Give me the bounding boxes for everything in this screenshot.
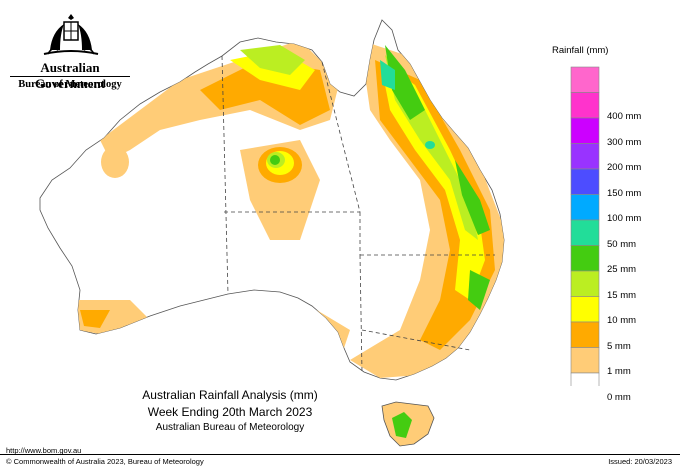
legend-label: 200 mm bbox=[607, 162, 642, 173]
legend-swatch bbox=[570, 347, 600, 374]
legend-swatch bbox=[570, 321, 600, 348]
agency-title: Bureau of Meteorology bbox=[18, 79, 122, 90]
legend-swatch bbox=[570, 194, 600, 221]
legend-label: 150 mm bbox=[607, 187, 642, 199]
map-period: Week Ending 20th March 2023 bbox=[147, 405, 313, 419]
copyright-text: © Commonwealth of Australia 2023, Bureau… bbox=[6, 457, 204, 466]
legend-label: 15 mm bbox=[607, 289, 637, 301]
legend-title: Rainfall (mm) bbox=[552, 45, 609, 56]
legend-swatch bbox=[570, 92, 600, 119]
map-title: Australian Rainfall Analysis (mm) bbox=[142, 388, 318, 402]
footer-divider bbox=[0, 454, 680, 455]
map-source: Australian Bureau of Meteorology bbox=[155, 422, 305, 433]
legend-swatch bbox=[570, 372, 600, 386]
legend-swatch bbox=[570, 219, 600, 246]
legend-label: 100 mm bbox=[607, 213, 642, 224]
issued-date: Issued: 20/03/2023 bbox=[608, 457, 672, 466]
legend-label: 300 mm bbox=[607, 136, 642, 148]
government-title: Australian Government bbox=[34, 60, 106, 91]
legend-label: 25 mm bbox=[607, 264, 637, 275]
legend-label: 5 mm bbox=[607, 340, 631, 352]
legend-swatch bbox=[570, 270, 600, 297]
legend-label: 1 mm bbox=[607, 366, 631, 377]
legend-swatch bbox=[570, 168, 600, 195]
legend-color-bar bbox=[570, 66, 600, 386]
coat-of-arms-icon bbox=[43, 14, 99, 55]
header-divider bbox=[10, 76, 130, 77]
legend-label: 400 mm bbox=[607, 111, 642, 122]
legend-swatch bbox=[570, 117, 600, 144]
legend-swatch bbox=[570, 245, 600, 272]
legend-label: 10 mm bbox=[607, 315, 637, 326]
state-borders bbox=[221, 55, 495, 373]
legend-swatch bbox=[570, 296, 600, 323]
legend-label: 0 mm bbox=[607, 391, 631, 403]
legend-swatch bbox=[570, 143, 600, 170]
website-link[interactable]: http://www.bom.gov.au bbox=[6, 446, 82, 455]
legend-label: 50 mm bbox=[607, 238, 637, 250]
legend-swatch bbox=[570, 66, 600, 93]
